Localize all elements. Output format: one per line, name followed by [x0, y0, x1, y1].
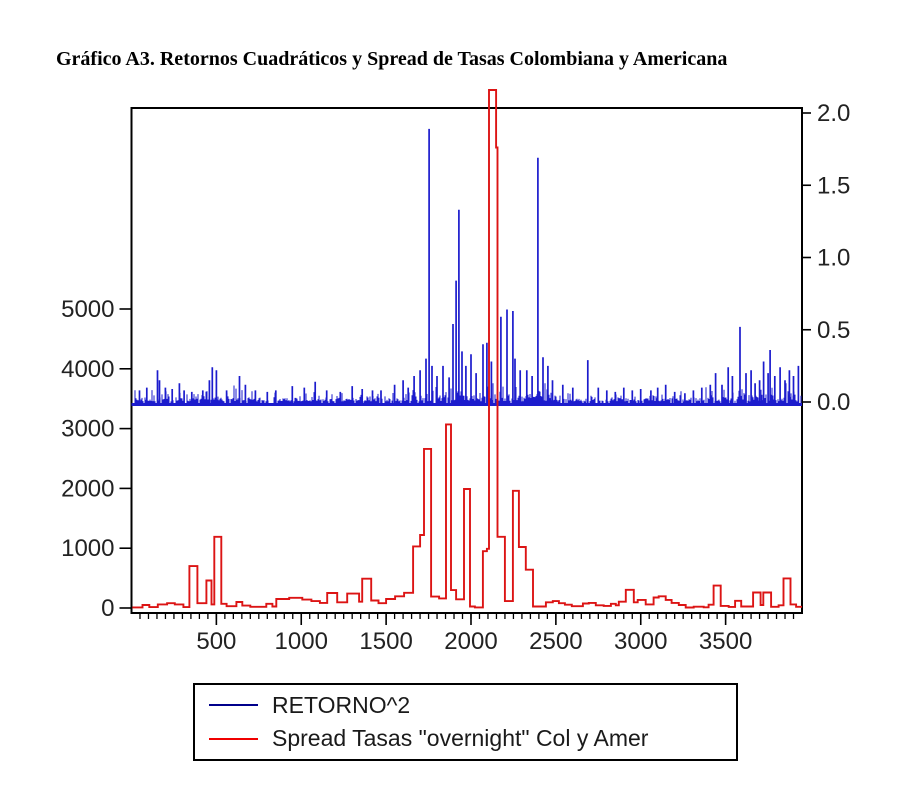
spread-step-line [132, 89, 802, 609]
series-retorno2 [131, 128, 802, 406]
right-axis-tick-label: 0.5 [817, 317, 850, 344]
right-axis-tick-label: 1.5 [817, 172, 850, 199]
legend-line-blue-icon [209, 704, 258, 707]
legend-label-spread: Spread Tasas "overnight" Col y Amer [272, 725, 649, 752]
right-axis-tick-label: 1.0 [817, 245, 850, 272]
x-axis-tick-label: 500 [196, 628, 236, 655]
x-axis-tick-label: 1500 [359, 628, 412, 655]
legend-entry-spread: Spread Tasas "overnight" Col y Amer [209, 725, 736, 752]
legend-label-retorno2: RETORNO^2 [272, 691, 411, 718]
left-axis-tick-label: 1000 [61, 535, 114, 562]
legend-line-red-icon [209, 737, 258, 740]
x-axis-tick-label: 3000 [614, 628, 667, 655]
left-axis-tick-label: 4000 [61, 356, 114, 383]
right-axis-tick-label: 0.0 [817, 389, 850, 416]
left-axis-tick-label: 3000 [61, 416, 114, 443]
retorno2-spikes [138, 128, 800, 405]
x-axis-tick-label: 1000 [275, 628, 328, 655]
x-axis-tick-label: 3500 [699, 628, 752, 655]
chart-title: Gráfico A3. Retornos Cuadráticos y Sprea… [56, 48, 728, 70]
series-spread [132, 89, 802, 609]
axes: 0 1000 2000 3000 4000 5000 0.0 0.5 1.0 1.5 2.0 500 1… [61, 100, 850, 655]
left-axis-tick-label: 2000 [61, 475, 114, 502]
x-axis-tick-label: 2500 [529, 628, 582, 655]
left-axis-tick-label: 0 [101, 595, 114, 622]
plot-frame [130, 107, 803, 614]
legend-entry-retorno2: RETORNO^2 [209, 692, 736, 719]
legend-box: RETORNO^2 Spread Tasas "overnight" Col y… [193, 683, 738, 761]
x-axis-tick-label: 2000 [444, 628, 497, 655]
left-axis-tick-label: 5000 [61, 296, 114, 323]
right-axis-tick-label: 2.0 [817, 100, 850, 127]
